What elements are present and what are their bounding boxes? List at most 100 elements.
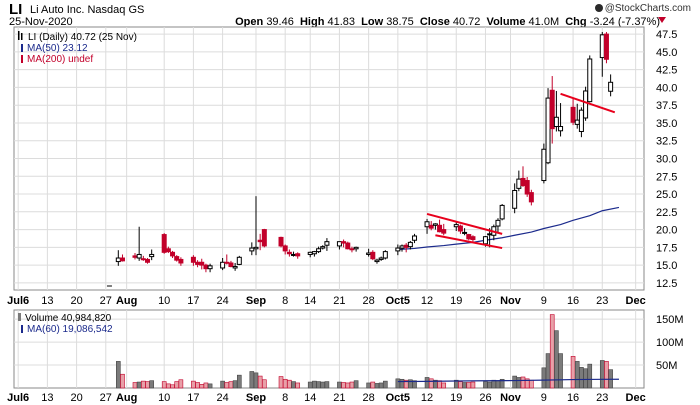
volume-bar xyxy=(587,363,593,389)
volume-bar xyxy=(579,367,584,389)
volume-bar xyxy=(483,381,488,389)
volume-ma60-legend-swatch xyxy=(21,325,23,333)
ma50-line xyxy=(397,206,620,251)
candle-body xyxy=(574,119,580,125)
volume-bar xyxy=(116,361,121,389)
candle-body xyxy=(403,244,409,248)
candle-body xyxy=(366,252,372,255)
volume-bar xyxy=(337,381,342,389)
volume-x-tick-label: 9 xyxy=(541,392,547,404)
candle-body xyxy=(395,247,401,252)
volume-x-tick-label: Sep xyxy=(246,392,266,404)
volume-bar xyxy=(570,356,576,389)
candle-body xyxy=(203,264,209,270)
ma50-legend-label: MA(50) 23.12 xyxy=(27,43,88,54)
candle-body xyxy=(316,248,322,253)
ticker-symbol: LI xyxy=(9,1,23,18)
candle-body xyxy=(320,246,326,249)
candle-body xyxy=(278,236,284,247)
volume-x-tick-label: 28 xyxy=(363,392,375,404)
candle-body xyxy=(512,189,518,209)
volume-x-tick-label: 27 xyxy=(100,392,112,404)
volume-bar xyxy=(466,382,472,389)
volume-x-tick-label: Nov xyxy=(500,392,522,404)
candle-body xyxy=(370,251,376,260)
price-y-tick-label: 25.0 xyxy=(656,189,677,201)
candle-body xyxy=(161,234,167,253)
candle-body xyxy=(178,258,184,264)
volume-bar xyxy=(257,375,263,389)
volume-bar xyxy=(516,377,522,389)
candle-body xyxy=(232,266,238,269)
candle-body xyxy=(457,225,463,232)
legend-candle-icon xyxy=(21,33,23,40)
volume-bar xyxy=(191,380,196,389)
volume-x-tick-label: 19 xyxy=(450,392,462,404)
volume-bar xyxy=(295,382,301,389)
volume-bar xyxy=(341,382,346,389)
candle-body xyxy=(587,58,593,103)
volume-bar xyxy=(207,383,213,389)
volume-bar xyxy=(178,379,184,389)
volume-bar xyxy=(132,382,138,389)
price-x-tick-label: 17 xyxy=(187,295,199,307)
volume-ma60-legend-label: MA(60) 19,086,542 xyxy=(27,324,113,335)
volume-bar xyxy=(558,353,563,389)
volume-bar xyxy=(145,381,150,389)
candle-body xyxy=(140,258,146,261)
volume-x-tick-label: 12 xyxy=(421,392,433,404)
volume-bar xyxy=(599,360,605,389)
volume-y-tick-label: 100M xyxy=(656,337,684,349)
volume-bar xyxy=(220,380,225,389)
volume-bar xyxy=(383,380,388,389)
candle-body xyxy=(207,265,213,270)
volume-x-tick-label: 16 xyxy=(567,392,579,404)
candle-body xyxy=(378,257,384,260)
candle-body xyxy=(487,233,493,236)
volume-bar xyxy=(462,382,467,389)
candle-body xyxy=(482,236,488,245)
candle-body xyxy=(253,246,259,250)
volume-bar xyxy=(203,382,209,389)
high-label: High xyxy=(299,16,325,28)
volume-x-tick-label: Oct5 xyxy=(386,392,410,404)
volume-x-tick-label: 20 xyxy=(70,392,82,404)
price-x-tick-label: 8 xyxy=(282,295,288,307)
volume-bar xyxy=(316,381,321,389)
price-y-tick-label: 47.5 xyxy=(656,29,677,41)
price-x-tick-label: 16 xyxy=(567,295,579,307)
volume-bar xyxy=(374,383,380,389)
change-down-icon xyxy=(658,17,666,23)
candle-body xyxy=(374,259,380,263)
volume-bar xyxy=(174,381,180,389)
volume-bar xyxy=(495,380,501,389)
volume-bar xyxy=(412,380,417,389)
price-y-tick-label: 45.0 xyxy=(656,47,677,59)
volume-bar xyxy=(487,381,492,389)
volume-bar xyxy=(236,374,242,389)
volume-bar xyxy=(399,378,405,389)
trendline xyxy=(426,212,503,235)
candle-body xyxy=(220,261,226,269)
ma50-legend-swatch xyxy=(21,44,23,52)
close-value: 40.72 xyxy=(452,16,481,28)
candle-body xyxy=(558,126,564,132)
candle-body xyxy=(224,261,230,264)
price-y-tick-label: 40.0 xyxy=(656,82,677,94)
price-x-tick-label: 27 xyxy=(100,295,112,307)
candle-body xyxy=(257,239,263,243)
candle-body xyxy=(249,247,255,252)
volume-bar xyxy=(282,378,288,389)
candle-body xyxy=(136,253,142,259)
price-x-tick-label: 20 xyxy=(70,295,82,307)
volume-x-tick-label: 17 xyxy=(187,392,199,404)
price-y-tick-label: 22.5 xyxy=(656,207,677,219)
brand-watermark: @StockCharts.com xyxy=(594,3,691,14)
price-y-tick-label: 15.0 xyxy=(656,260,677,272)
candle-body xyxy=(549,89,555,130)
volume-bar xyxy=(395,378,401,389)
volume-x-tick-label: 8 xyxy=(282,392,288,404)
candle-body xyxy=(553,116,559,128)
volume-bar xyxy=(470,381,476,389)
